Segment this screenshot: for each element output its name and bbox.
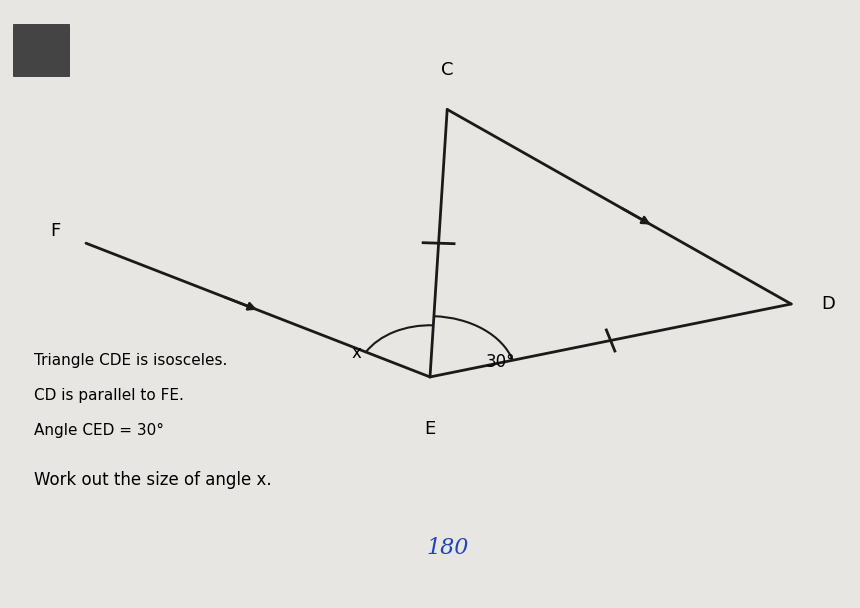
Text: Work out the size of angle x.: Work out the size of angle x. <box>34 471 272 489</box>
Text: E: E <box>424 420 436 438</box>
Text: 180: 180 <box>426 537 469 559</box>
Text: CD is parallel to FE.: CD is parallel to FE. <box>34 388 184 403</box>
Text: C: C <box>441 61 453 79</box>
Text: x: x <box>352 344 362 362</box>
Text: F: F <box>50 222 60 240</box>
Text: D: D <box>821 295 835 313</box>
Text: 30°: 30° <box>486 353 515 371</box>
Text: Angle CED = 30°: Angle CED = 30° <box>34 423 164 438</box>
Text: Triangle CDE is isosceles.: Triangle CDE is isosceles. <box>34 353 228 368</box>
FancyBboxPatch shape <box>13 24 69 76</box>
